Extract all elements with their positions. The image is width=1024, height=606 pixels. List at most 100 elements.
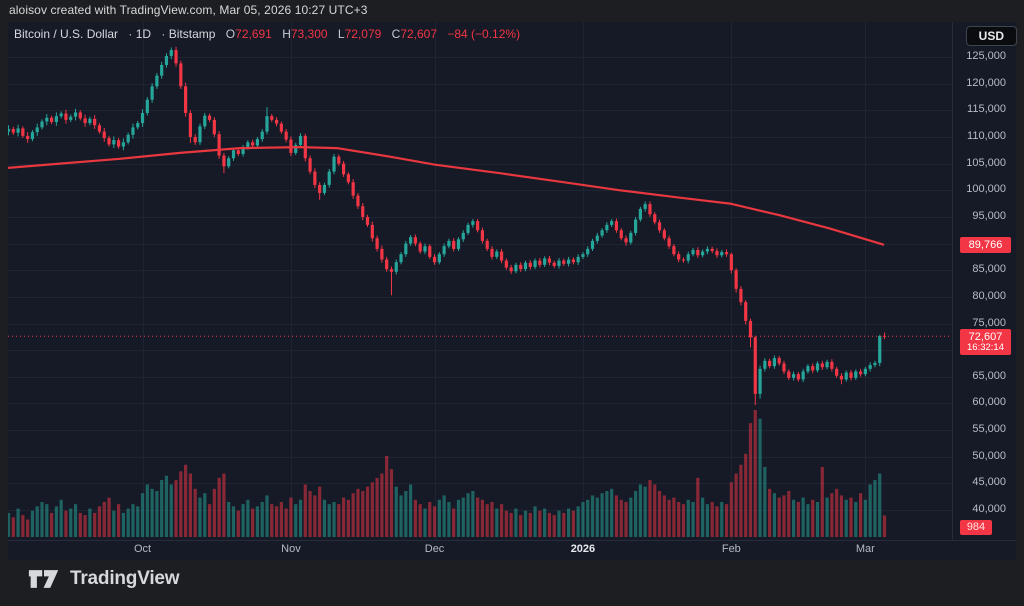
candle-body bbox=[93, 118, 97, 126]
candle-body bbox=[552, 262, 556, 266]
candle-body bbox=[528, 262, 532, 267]
candle-body bbox=[35, 127, 39, 133]
volume-bar bbox=[131, 504, 135, 537]
price-tick-label: 50,000 bbox=[972, 449, 1006, 462]
ma-line bbox=[8, 146, 885, 246]
price-tick-label: 120,000 bbox=[966, 76, 1006, 89]
volume-bar bbox=[73, 504, 78, 537]
low-value: 72,079 bbox=[344, 27, 382, 41]
volume-bar bbox=[614, 495, 619, 537]
volume-bar bbox=[361, 491, 365, 537]
volume-bar bbox=[117, 504, 121, 537]
exchange-label[interactable]: Bitstamp bbox=[168, 27, 216, 41]
candle-body bbox=[394, 262, 398, 272]
candle-body bbox=[844, 372, 848, 380]
candle-body bbox=[657, 222, 662, 231]
candle-body bbox=[150, 86, 154, 100]
price-chart-canvas[interactable] bbox=[8, 22, 1016, 560]
symbol-legend[interactable]: Bitcoin / U.S. Dollar · 1D · Bitstamp O7… bbox=[14, 27, 520, 41]
candle-body bbox=[49, 117, 54, 123]
candle-body bbox=[107, 138, 111, 145]
candle-body bbox=[30, 132, 35, 140]
candle-body bbox=[341, 163, 346, 175]
price-tick-label: 75,000 bbox=[972, 316, 1006, 329]
volume-bar bbox=[188, 473, 193, 537]
candle-body bbox=[768, 360, 772, 367]
candle-body bbox=[839, 375, 844, 380]
candle-body bbox=[8, 128, 11, 132]
volume-bar bbox=[543, 508, 547, 537]
candle-body bbox=[634, 219, 638, 233]
price-axis[interactable]: 89,766 72,607 16:32:14 984 125,000 120,00… bbox=[952, 22, 1016, 540]
tradingview-logo[interactable]: TradingView bbox=[28, 568, 180, 590]
volume-bar bbox=[456, 499, 461, 537]
candle-body bbox=[437, 254, 441, 263]
volume-bar bbox=[45, 504, 49, 537]
candle-body bbox=[811, 366, 815, 371]
volume-bar bbox=[294, 504, 298, 537]
volume-bar bbox=[356, 488, 360, 537]
candle-body bbox=[356, 195, 360, 207]
candle-body bbox=[504, 260, 508, 268]
candle-body bbox=[78, 112, 82, 119]
price-tick-label: 80,000 bbox=[972, 289, 1006, 302]
volume-bar bbox=[442, 495, 446, 537]
symbol-title[interactable]: Bitcoin / U.S. Dollar bbox=[14, 27, 119, 41]
volume-bar bbox=[533, 506, 537, 537]
candle-body bbox=[145, 99, 149, 113]
candle-body bbox=[691, 249, 695, 255]
volume-bar bbox=[145, 484, 149, 537]
volume-bar bbox=[447, 501, 451, 537]
volume-bar bbox=[701, 497, 705, 537]
volume-bar bbox=[581, 501, 585, 537]
volume-bar bbox=[796, 501, 800, 537]
candle-body bbox=[724, 252, 729, 255]
candle-body bbox=[820, 363, 824, 368]
volume-bar bbox=[274, 506, 279, 537]
volume-bar bbox=[734, 473, 738, 537]
price-tick-label: 125,000 bbox=[966, 50, 1006, 62]
candle-body bbox=[849, 372, 853, 378]
candle-body bbox=[179, 63, 183, 87]
volume-bar bbox=[389, 469, 394, 537]
candle-body bbox=[246, 142, 250, 148]
candle-body bbox=[605, 224, 609, 231]
candle-body bbox=[562, 260, 566, 264]
volume-bar bbox=[499, 504, 504, 537]
volume-bar bbox=[811, 499, 815, 537]
volume-bar bbox=[720, 501, 724, 537]
candle-body bbox=[863, 368, 867, 375]
candle-body bbox=[294, 144, 298, 153]
candle-body bbox=[404, 243, 408, 255]
volume-bar bbox=[428, 501, 432, 537]
price-tick-label: 95,000 bbox=[972, 209, 1006, 222]
volume-bar bbox=[452, 508, 456, 537]
volume-bar bbox=[97, 506, 102, 537]
currency-toggle-button[interactable]: USD bbox=[965, 26, 1017, 46]
volume-bar bbox=[629, 497, 633, 537]
chart-panel: Bitcoin / U.S. Dollar · 1D · Bitstamp O7… bbox=[8, 22, 1016, 560]
high-value: 73,300 bbox=[290, 27, 328, 41]
volume-bar bbox=[815, 501, 820, 537]
interval-label[interactable]: 1D bbox=[135, 27, 152, 41]
volume-bar bbox=[825, 497, 829, 537]
volume-bar bbox=[308, 491, 312, 537]
candle-body bbox=[136, 123, 140, 128]
candle-body bbox=[131, 127, 135, 135]
volume-bar bbox=[303, 484, 307, 537]
candle-body bbox=[284, 131, 288, 140]
candle-body bbox=[184, 86, 188, 113]
candle-body bbox=[452, 240, 456, 249]
volume-bar bbox=[744, 453, 748, 537]
candle-body bbox=[557, 260, 561, 266]
candle-body bbox=[260, 131, 264, 140]
candle-body bbox=[69, 116, 73, 120]
time-axis[interactable]: Oct Nov Dec 2026 Feb Mar bbox=[8, 540, 952, 560]
candle-body bbox=[873, 362, 877, 366]
candle-body bbox=[198, 126, 202, 143]
volume-bar bbox=[59, 499, 63, 537]
candle-body bbox=[571, 259, 575, 263]
candle-body bbox=[576, 256, 580, 263]
candle-body bbox=[705, 248, 709, 252]
volume-bar bbox=[169, 484, 173, 537]
